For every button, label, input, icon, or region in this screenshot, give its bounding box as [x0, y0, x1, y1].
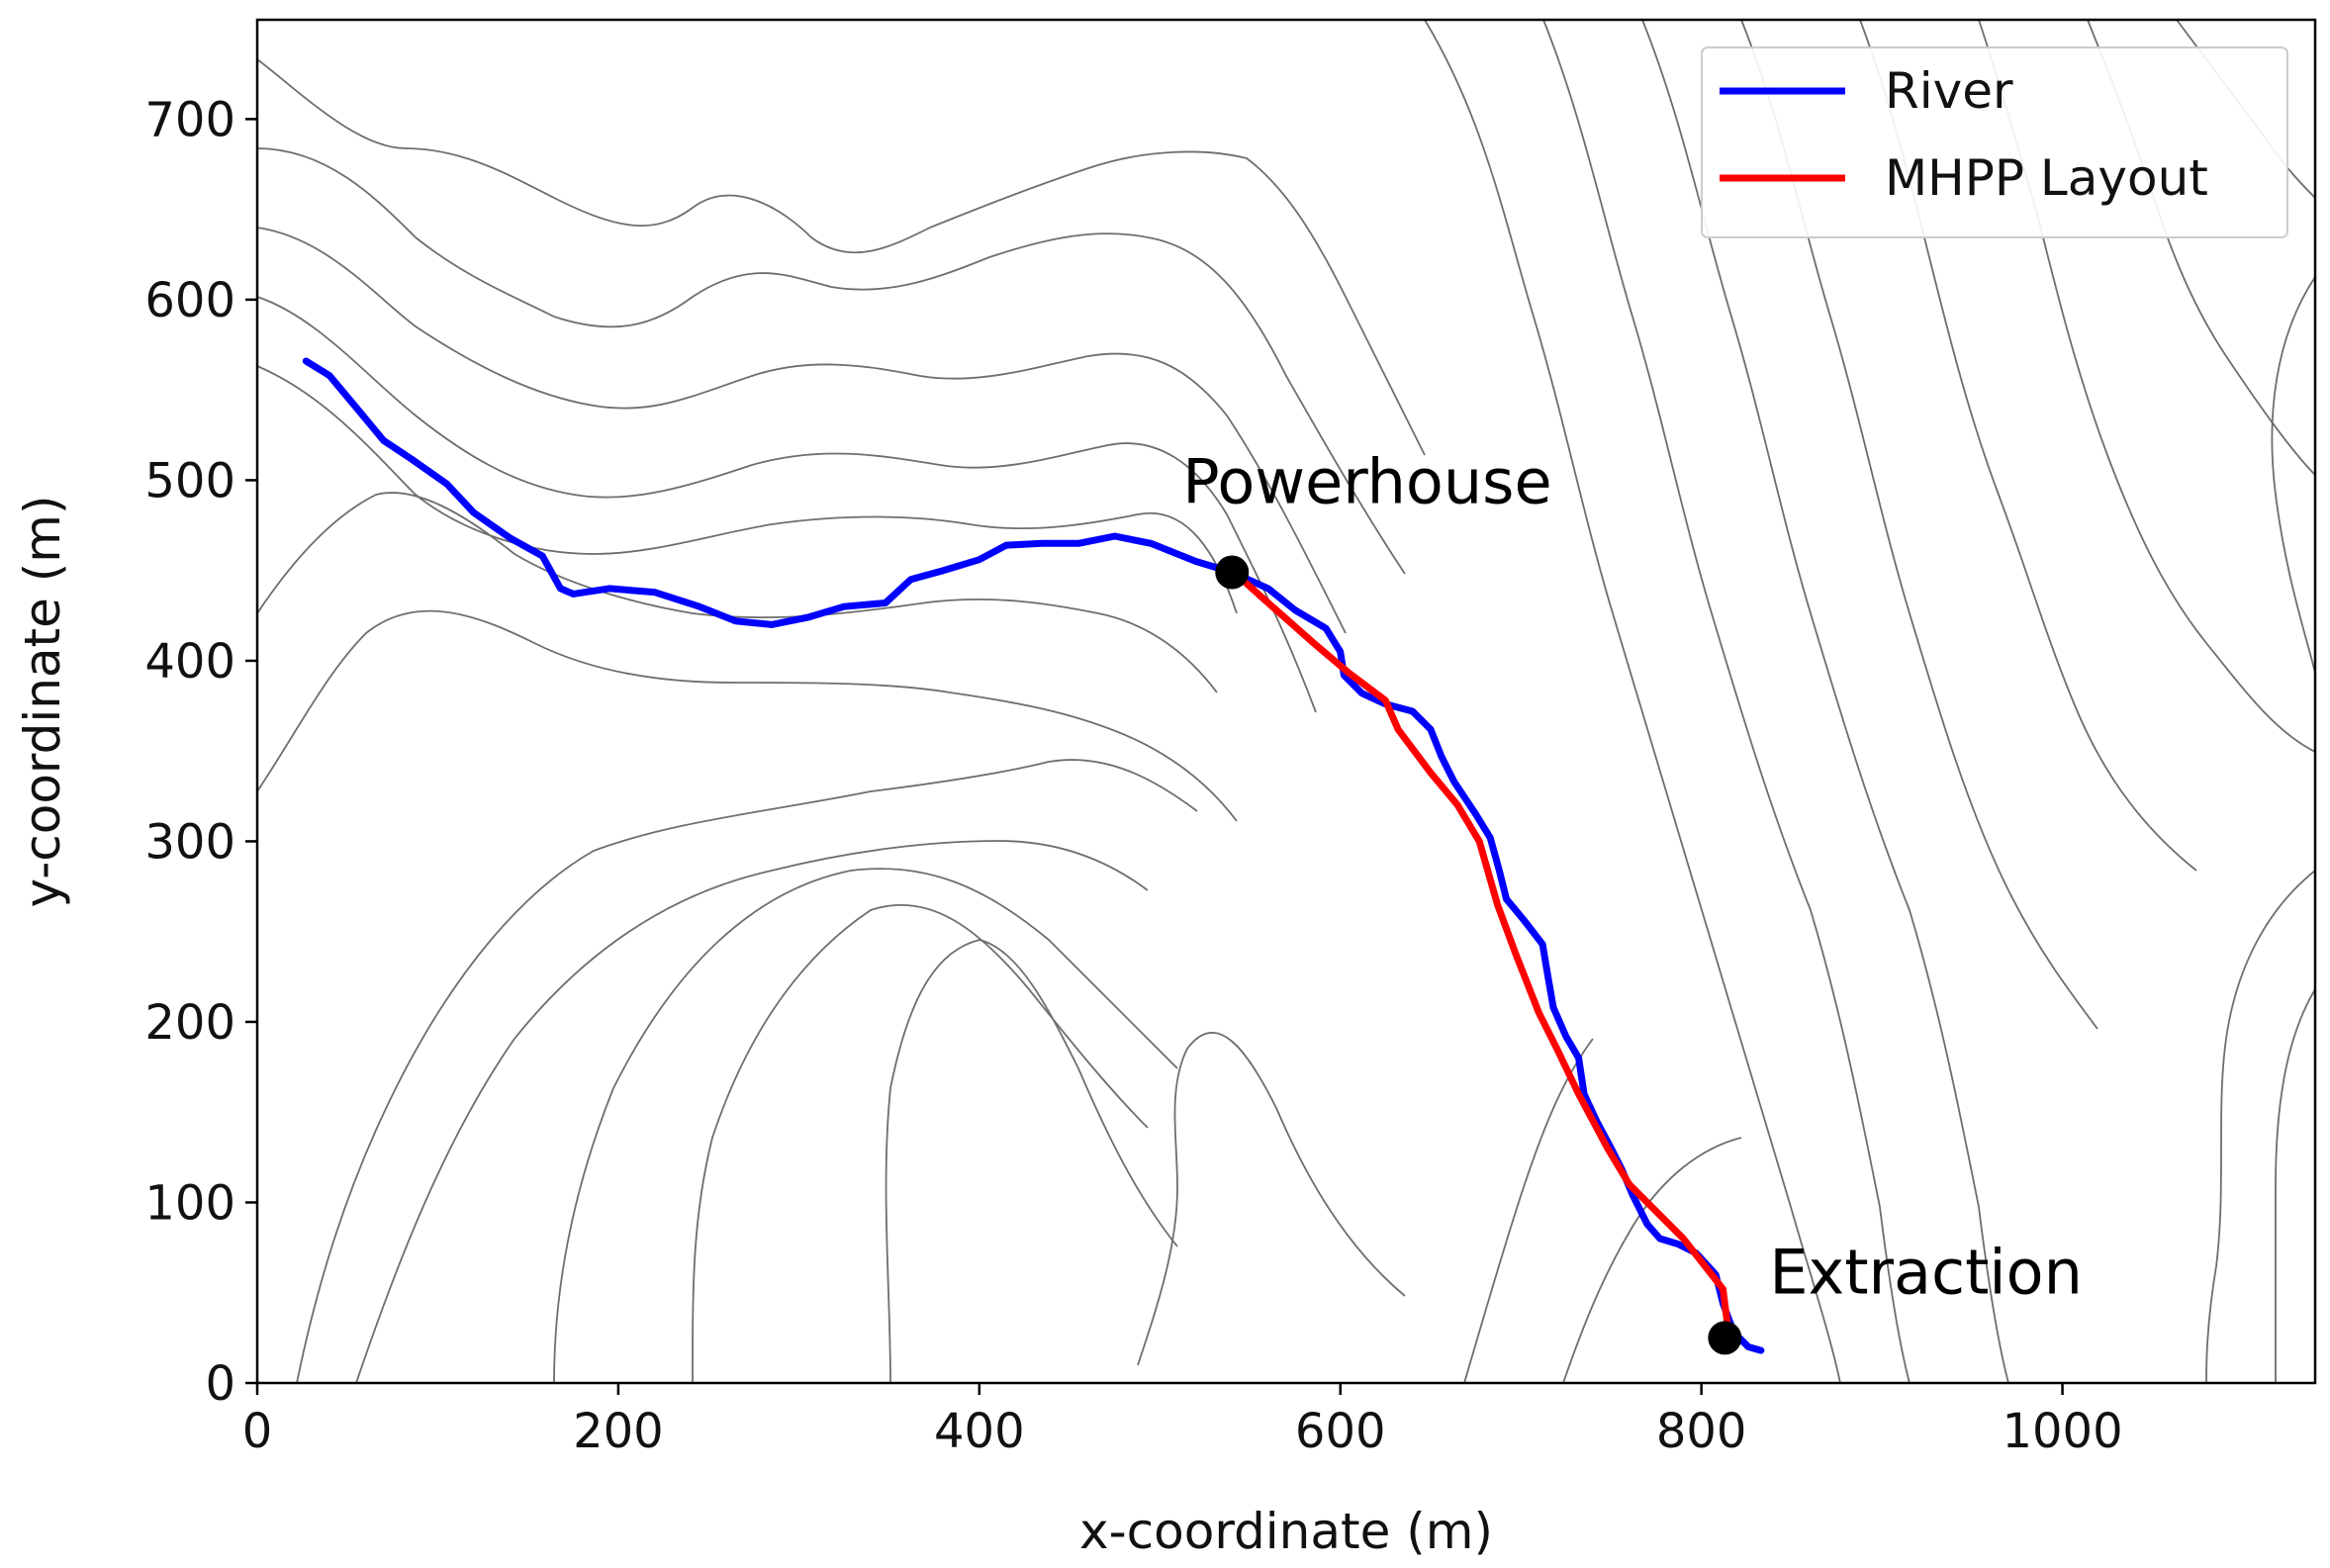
legend-label-mhpp-layout: MHPP Layout — [1885, 149, 2208, 207]
contour-line — [257, 147, 1406, 575]
contour-line — [257, 296, 1317, 713]
x-axis-title: x-coordinate (m) — [1079, 1503, 1493, 1560]
y-tick-label: 200 — [144, 995, 235, 1051]
y-tick-label: 500 — [144, 453, 235, 508]
y-tick-label: 100 — [144, 1175, 235, 1231]
legend-box — [1701, 46, 2288, 238]
contour-line — [2205, 870, 2315, 1383]
annotation-powerhouse: Powerhouse — [1182, 446, 1551, 518]
x-tick-label: 200 — [573, 1404, 664, 1459]
contour-line — [553, 868, 1178, 1383]
contour-line — [257, 365, 1238, 614]
contour-line — [257, 227, 1347, 634]
contour-line — [355, 840, 1149, 1383]
contour-line — [1137, 1032, 1406, 1366]
contour-line — [1542, 20, 1911, 1383]
contour-line — [257, 609, 1238, 822]
contour-line — [1641, 20, 2009, 1383]
contour-line — [2271, 276, 2315, 674]
annotation-extraction: Extraction — [1769, 1236, 2083, 1308]
contour-line — [1562, 1137, 1742, 1383]
contour-line — [257, 58, 1426, 456]
y-tick-label: 400 — [144, 634, 235, 690]
y-tick-label: 300 — [144, 814, 235, 870]
data-series — [302, 357, 1765, 1354]
marker-powerhouse — [1215, 555, 1250, 590]
x-axis-ticks: 0 200 400 600 800 1000 — [242, 1383, 2123, 1459]
contour-line — [296, 759, 1198, 1383]
marker-points — [1215, 555, 1742, 1355]
y-tick-label: 600 — [144, 273, 235, 328]
contour-line — [1424, 20, 1841, 1383]
y-axis-title: y-coordinate (m) — [14, 495, 71, 907]
x-tick-label: 800 — [1656, 1404, 1747, 1459]
x-tick-label: 1000 — [2002, 1404, 2122, 1459]
contour-line — [257, 492, 1218, 693]
legend-label-river: River — [1885, 62, 2013, 120]
contour-lines — [257, 20, 2315, 1383]
x-tick-label: 0 — [242, 1404, 273, 1459]
contour-line — [692, 903, 1149, 1383]
y-tick-label: 0 — [205, 1356, 235, 1412]
x-tick-label: 400 — [934, 1404, 1025, 1459]
y-axis-ticks: 0 100 200 300 400 500 600 700 — [144, 92, 257, 1412]
series-line-mhpp-layout — [1228, 567, 1732, 1337]
contour-line — [885, 939, 1178, 1383]
contour-line — [1463, 1038, 1594, 1383]
marker-extraction — [1708, 1321, 1742, 1355]
y-tick-label: 700 — [144, 92, 235, 147]
contour-line — [2275, 988, 2315, 1383]
legend: River MHPP Layout — [1701, 46, 2288, 238]
plot-frame — [255, 18, 2317, 1385]
x-tick-label: 600 — [1295, 1404, 1386, 1459]
